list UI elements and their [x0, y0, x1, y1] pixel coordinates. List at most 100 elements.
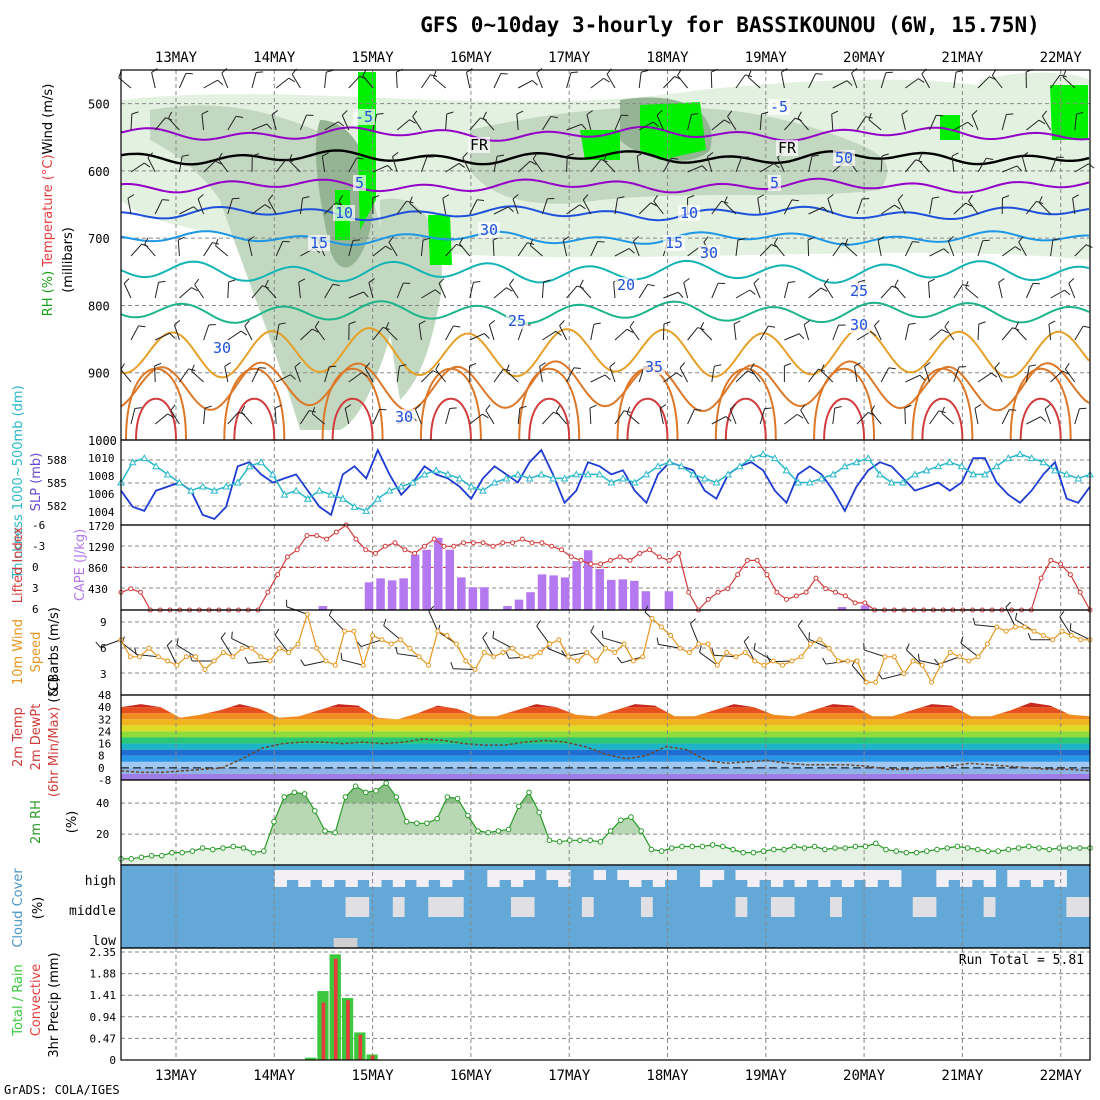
thickness-point	[163, 470, 172, 478]
wind-barb	[687, 165, 703, 173]
wind-barb	[438, 283, 447, 299]
wind-barb	[396, 366, 400, 383]
cape-bar	[560, 577, 570, 610]
pressure-tick: 1000	[88, 434, 117, 448]
wind-speed-point	[453, 641, 459, 647]
wind-barb	[469, 362, 477, 367]
wind-barb	[1014, 612, 1018, 620]
temp-band	[121, 749, 1090, 756]
wind-barb	[324, 72, 327, 89]
isotherm-label: -5	[770, 98, 788, 116]
wind-barb	[768, 325, 776, 328]
wind-barb	[376, 112, 384, 115]
wind-barb	[469, 333, 485, 341]
day-label-bottom: 15MAY	[352, 1068, 395, 1084]
day-label-bottom: 17MAY	[548, 1068, 591, 1084]
rh-point	[893, 848, 900, 854]
cloud-high	[700, 870, 713, 887]
wind-barb	[311, 406, 316, 414]
wind-barb	[147, 152, 154, 159]
precip-conv-bar	[358, 1034, 363, 1060]
upper-air-ylabel: RH (%) Temperature (°C)Wind (m/s)	[41, 84, 56, 317]
wind-barb	[613, 282, 616, 299]
wind-barb	[1052, 238, 1060, 241]
isotherm-label-bg	[833, 150, 855, 166]
wind-barb	[827, 194, 834, 200]
wind-barb	[203, 242, 213, 257]
wind-speed-point	[258, 654, 264, 660]
rh-point	[210, 846, 216, 853]
rh-point	[618, 817, 624, 823]
wind-barb	[541, 116, 552, 131]
lifted-index-point	[813, 575, 819, 581]
wind-barb	[194, 278, 200, 286]
wind-barb	[244, 320, 250, 327]
wind-barb	[711, 200, 722, 215]
wind-barb	[783, 199, 793, 215]
wind-barb	[509, 284, 519, 299]
wind-barb	[905, 159, 917, 173]
wind-barb	[224, 362, 231, 367]
wind-barb	[372, 327, 384, 341]
wind-barb	[1074, 326, 1084, 341]
cape-bar	[641, 591, 651, 610]
wind-barb	[589, 404, 597, 409]
lifted-index-point	[774, 589, 780, 595]
wind-barb	[500, 73, 508, 75]
lifted-index-point	[842, 593, 848, 599]
wind-barb	[143, 162, 151, 168]
wind-barb	[168, 117, 180, 131]
wind-barb	[488, 324, 495, 341]
wind-speed-point	[826, 645, 832, 651]
wind-barb	[844, 244, 858, 257]
rh-point	[852, 843, 859, 850]
wind-barb	[798, 333, 805, 340]
wind-barb	[154, 282, 160, 299]
lifted-index-point	[647, 547, 653, 553]
wind-barb	[880, 155, 883, 173]
wind-barb	[559, 325, 568, 341]
wind-barb	[590, 324, 595, 341]
thickness-point	[654, 462, 662, 470]
rh-point	[383, 780, 390, 786]
thickness-point	[724, 470, 732, 478]
wind-barb	[626, 406, 631, 414]
cape-bar	[526, 592, 535, 610]
wind-barb	[707, 152, 714, 158]
day-label-top: 20MAY	[843, 50, 886, 66]
rh-shading	[1050, 85, 1088, 140]
slp-tick: 1008	[88, 470, 115, 483]
wind-barb	[274, 404, 282, 409]
wind-barb	[757, 198, 761, 215]
wind-barb	[227, 198, 233, 215]
wind-barb	[415, 404, 421, 410]
rh-point	[699, 843, 706, 850]
wind-barb	[227, 116, 237, 131]
wind-barb	[433, 77, 446, 89]
wind-barb	[671, 157, 679, 160]
wind-barb	[998, 282, 1003, 299]
precip-panel: 2.35 1.88 1.41 0.94 0.47 0 Run Total = 5.81 13M…	[11, 946, 1091, 1084]
wind-barb	[291, 74, 301, 89]
wind-barb	[968, 200, 979, 215]
rh-point	[1026, 843, 1032, 850]
wind-barb	[324, 366, 330, 383]
thickness-tick: 582	[47, 500, 67, 513]
wind-barb	[590, 625, 595, 633]
wind-barb	[1044, 404, 1051, 410]
lifted-index-point	[128, 586, 134, 592]
wind-barb	[724, 202, 737, 215]
wind-speed-point	[137, 654, 143, 660]
wind-barb	[1074, 114, 1077, 131]
wind-barb	[701, 165, 708, 172]
cape-bar	[860, 605, 870, 610]
isotherm-label: 30	[395, 408, 413, 426]
wind-speed-point	[640, 654, 646, 660]
lifted-index-point	[265, 589, 271, 595]
wind-barb	[274, 634, 290, 653]
wind-barb	[445, 325, 454, 341]
wind-barb	[409, 196, 413, 204]
thickness-point	[514, 470, 522, 478]
wind-barb	[414, 408, 422, 425]
